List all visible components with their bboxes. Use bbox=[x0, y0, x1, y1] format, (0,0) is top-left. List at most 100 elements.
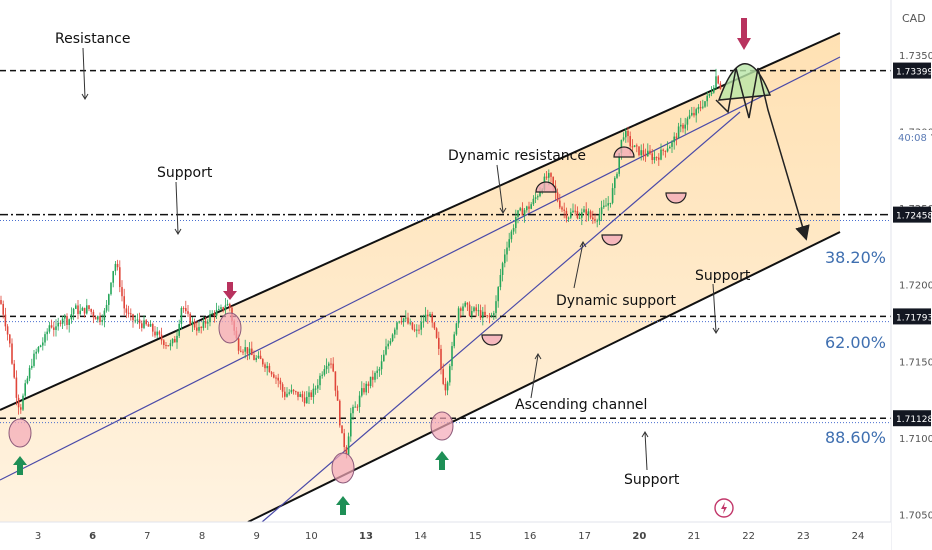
candle-body bbox=[585, 209, 587, 216]
candle-body bbox=[352, 406, 354, 414]
candle-body bbox=[578, 217, 581, 219]
candle-body bbox=[224, 305, 227, 310]
up-arrow-icon bbox=[435, 451, 449, 470]
candle-body bbox=[141, 323, 143, 328]
candle-body bbox=[702, 106, 704, 108]
candle-body bbox=[290, 389, 293, 393]
candle-body bbox=[242, 351, 244, 353]
annotation-label: Support bbox=[157, 165, 213, 181]
candle-body bbox=[64, 316, 66, 319]
half-circle-marker bbox=[535, 181, 557, 193]
candle-body bbox=[581, 212, 583, 218]
candle-body bbox=[259, 355, 262, 360]
candle-body bbox=[576, 210, 579, 219]
candle-body bbox=[363, 388, 365, 393]
candle-body bbox=[440, 348, 442, 370]
candle-body bbox=[213, 313, 216, 316]
candle-body bbox=[222, 307, 224, 310]
candle-body bbox=[706, 95, 708, 102]
candle-body bbox=[248, 348, 251, 354]
candle-body bbox=[358, 395, 361, 408]
candle-body bbox=[68, 319, 70, 325]
candle-body bbox=[13, 363, 15, 378]
time-axis[interactable]: 3 6 7 8 9 10 13 14 15 16 17 20 21 22 23 24 bbox=[0, 521, 891, 550]
candle-body bbox=[532, 198, 535, 205]
candle-body bbox=[169, 343, 172, 347]
fib-label: 88.60% bbox=[825, 428, 886, 447]
candle-body bbox=[200, 327, 202, 329]
candle-body bbox=[686, 118, 689, 125]
time-tick-label: 20 bbox=[632, 531, 646, 542]
candle-body bbox=[75, 305, 77, 309]
candle-body bbox=[504, 254, 506, 264]
candle-body bbox=[435, 328, 438, 338]
candle-body bbox=[583, 209, 585, 213]
price-axis[interactable]: CAD 1.735001.730001.725001.720001.715001… bbox=[890, 0, 932, 550]
candle-body bbox=[510, 231, 513, 240]
candle-body bbox=[281, 384, 284, 392]
candle-body bbox=[207, 322, 209, 324]
candle-body bbox=[22, 395, 24, 410]
candle-body bbox=[253, 355, 255, 360]
candle-body bbox=[123, 296, 125, 309]
annotation-label: Support bbox=[624, 472, 680, 488]
level-price-label: 1.72458 bbox=[896, 212, 932, 222]
candle-body bbox=[528, 206, 530, 209]
level-price-tag bbox=[893, 308, 931, 325]
candle-body bbox=[299, 394, 301, 397]
candle-body bbox=[453, 334, 455, 347]
annotation-label: Dynamic support bbox=[556, 293, 676, 309]
candle-body bbox=[660, 149, 662, 160]
candle-body bbox=[697, 107, 700, 110]
candle-body bbox=[427, 314, 429, 317]
level-price-label: 1.73399 bbox=[896, 68, 932, 78]
touch-circle bbox=[8, 418, 32, 448]
level-price-tag bbox=[893, 206, 931, 223]
candle-body bbox=[11, 343, 13, 364]
candle-body bbox=[255, 357, 257, 360]
candle-body bbox=[438, 337, 440, 349]
candle-body bbox=[633, 145, 636, 148]
lightning-icon[interactable] bbox=[714, 498, 734, 518]
half-circle-marker bbox=[613, 146, 635, 158]
price-tick-label: 1.70500 bbox=[899, 510, 932, 521]
channel-upper-line[interactable] bbox=[0, 32, 841, 411]
candle-body bbox=[273, 374, 275, 378]
touch-circle bbox=[331, 452, 355, 484]
candle-body bbox=[462, 306, 464, 311]
time-tick-label: 8 bbox=[199, 531, 205, 542]
fib-label: 62.00% bbox=[825, 333, 886, 352]
candle-body bbox=[638, 146, 640, 156]
candle-body bbox=[572, 210, 574, 213]
candle-body bbox=[548, 173, 550, 178]
candle-body bbox=[376, 370, 378, 373]
price-tick-label: 1.73500 bbox=[899, 51, 932, 62]
candle-body bbox=[499, 274, 502, 288]
candle-body bbox=[486, 315, 488, 317]
candle-body bbox=[400, 321, 403, 323]
candle-body bbox=[614, 177, 616, 189]
candle-body bbox=[251, 348, 253, 356]
candle-body bbox=[28, 367, 31, 379]
candle-body bbox=[704, 101, 706, 107]
candle-body bbox=[651, 153, 653, 160]
candle-body bbox=[611, 188, 614, 203]
candle-body bbox=[264, 364, 266, 369]
candle-body bbox=[449, 366, 451, 383]
candle-body bbox=[127, 312, 130, 314]
candle-body bbox=[396, 322, 398, 330]
half-circle-marker bbox=[665, 192, 687, 204]
candle-body bbox=[365, 383, 367, 393]
candle-body bbox=[306, 396, 308, 404]
candle-body bbox=[9, 334, 11, 344]
candle-body bbox=[625, 130, 627, 138]
candle-body bbox=[666, 148, 669, 152]
candle-body bbox=[416, 329, 418, 331]
candle-body bbox=[46, 331, 48, 335]
inner-trendline-upper[interactable] bbox=[0, 56, 841, 481]
level-price-label: 1.71793 bbox=[896, 313, 932, 323]
candle-body bbox=[108, 294, 110, 305]
candle-body bbox=[44, 334, 46, 343]
candle-body bbox=[715, 76, 717, 88]
